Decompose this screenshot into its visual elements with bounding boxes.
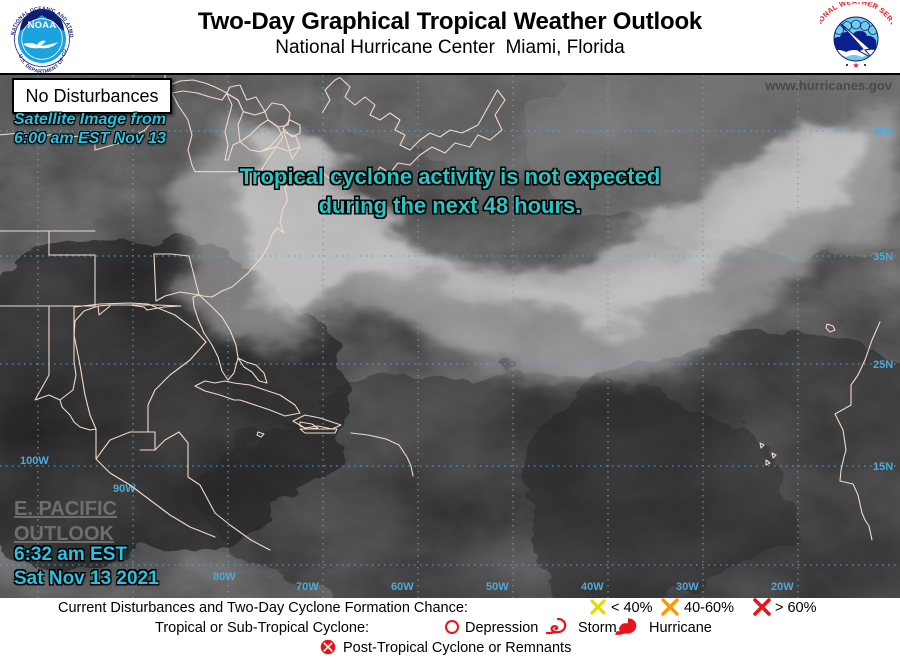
svg-text:80W: 80W <box>213 571 236 583</box>
svg-text:< 40%: < 40% <box>611 600 653 616</box>
svg-text:> 60%: > 60% <box>775 600 817 616</box>
svg-text:100W: 100W <box>20 455 49 467</box>
svg-text:Storm: Storm <box>578 620 617 636</box>
svg-text:70W: 70W <box>296 581 319 593</box>
svg-text:40-60%: 40-60% <box>684 600 734 616</box>
svg-text:15N: 15N <box>873 461 893 473</box>
svg-text:90W: 90W <box>113 483 136 495</box>
svg-text:30W: 30W <box>676 581 699 593</box>
svg-text:★: ★ <box>852 61 859 70</box>
svg-text:Tropical or Sub-Tropical Cyclo: Tropical or Sub-Tropical Cyclone: <box>155 620 369 636</box>
svg-text:20W: 20W <box>771 581 794 593</box>
svg-text:Current Disturbances and Two-D: Current Disturbances and Two-Day Cyclone… <box>58 600 468 616</box>
svg-text:45N: 45N <box>873 126 893 138</box>
svg-text:Post-Tropical Cyclone or Remna: Post-Tropical Cyclone or Remnants <box>343 640 571 656</box>
svg-text:Depression: Depression <box>465 620 538 636</box>
svg-text:35N: 35N <box>873 251 893 263</box>
svg-text:60W: 60W <box>391 581 414 593</box>
svg-text:40W: 40W <box>581 581 604 593</box>
svg-text:50W: 50W <box>486 581 509 593</box>
svg-text:25N: 25N <box>873 359 893 371</box>
svg-text:Hurricane: Hurricane <box>649 620 712 636</box>
